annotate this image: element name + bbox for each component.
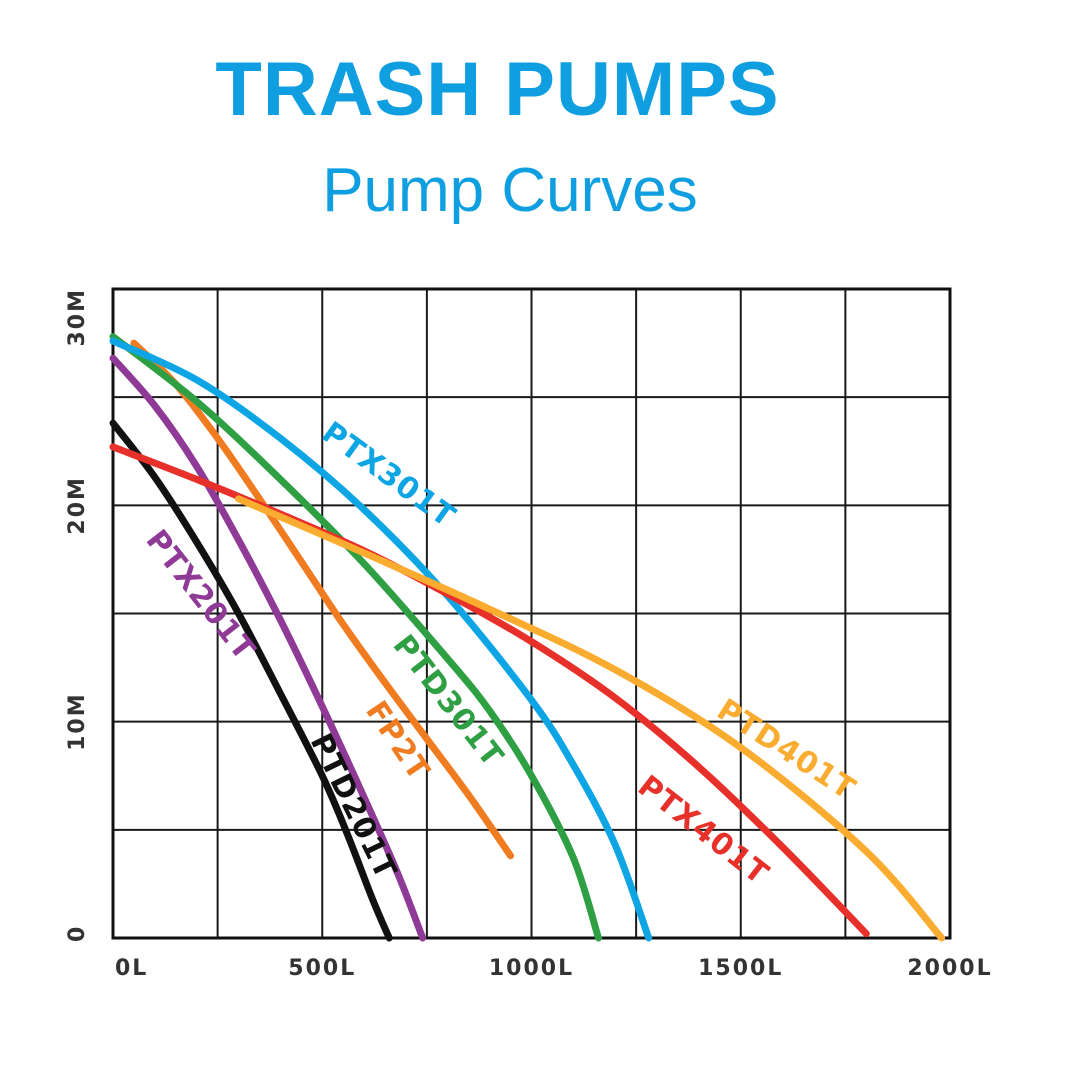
y-tick-label: 0 xyxy=(65,925,90,942)
series-line-ptd201t xyxy=(109,419,393,942)
series-label-ptx301t: PTX301T xyxy=(315,415,462,535)
y-tick-label: 30M xyxy=(65,288,90,347)
series-line-ptd401t xyxy=(235,495,946,942)
tick-labels: 0L 500L 1000L 1500L 2000L 0 10M 20M 30M xyxy=(65,288,992,981)
series-line-ptx201t xyxy=(109,354,427,942)
page-title: TRASH PUMPS xyxy=(215,47,780,132)
series-label-ptd401t: PTD401T xyxy=(711,692,862,807)
x-tick-label: 500L xyxy=(288,956,356,981)
series-line-ptd301t xyxy=(109,333,602,942)
chart-axes xyxy=(111,287,952,940)
x-tick-label: 2000L xyxy=(907,956,992,981)
y-tick-label: 10M xyxy=(65,692,90,751)
x-tick-label: 1500L xyxy=(698,956,783,981)
y-tick-label: 20M xyxy=(65,476,90,535)
x-tick-label: 1000L xyxy=(489,956,574,981)
series-lines xyxy=(109,333,946,942)
x-tick-label: 0L xyxy=(115,956,148,981)
series-line-fp2t xyxy=(130,339,515,860)
page-subtitle: Pump Curves xyxy=(322,156,698,225)
plot-frame xyxy=(111,287,952,940)
